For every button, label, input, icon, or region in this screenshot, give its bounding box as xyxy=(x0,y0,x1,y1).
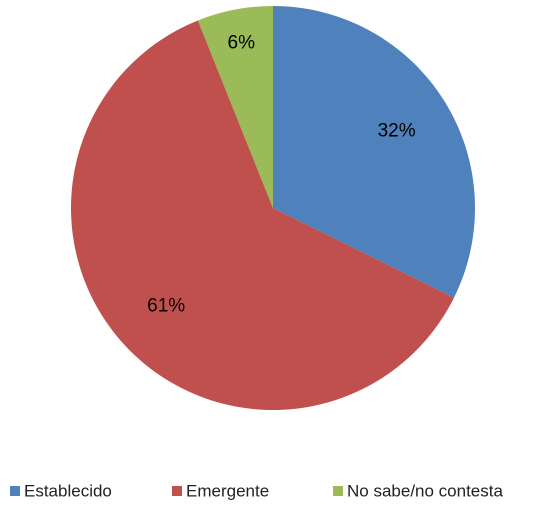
legend-swatch xyxy=(172,486,182,496)
legend-label: Establecido xyxy=(24,481,112,500)
pie-slice xyxy=(197,5,273,208)
pie-slice xyxy=(273,6,475,298)
slice-label: 32% xyxy=(378,120,416,141)
slice-label: 61% xyxy=(147,296,185,317)
slice-label: 6% xyxy=(228,32,256,53)
legend-swatch xyxy=(10,486,20,496)
legend-label: Emergente xyxy=(186,481,269,500)
legend-swatch xyxy=(333,486,343,496)
pie-slice xyxy=(71,20,454,410)
legend-label: No sabe/no contesta xyxy=(347,481,503,500)
